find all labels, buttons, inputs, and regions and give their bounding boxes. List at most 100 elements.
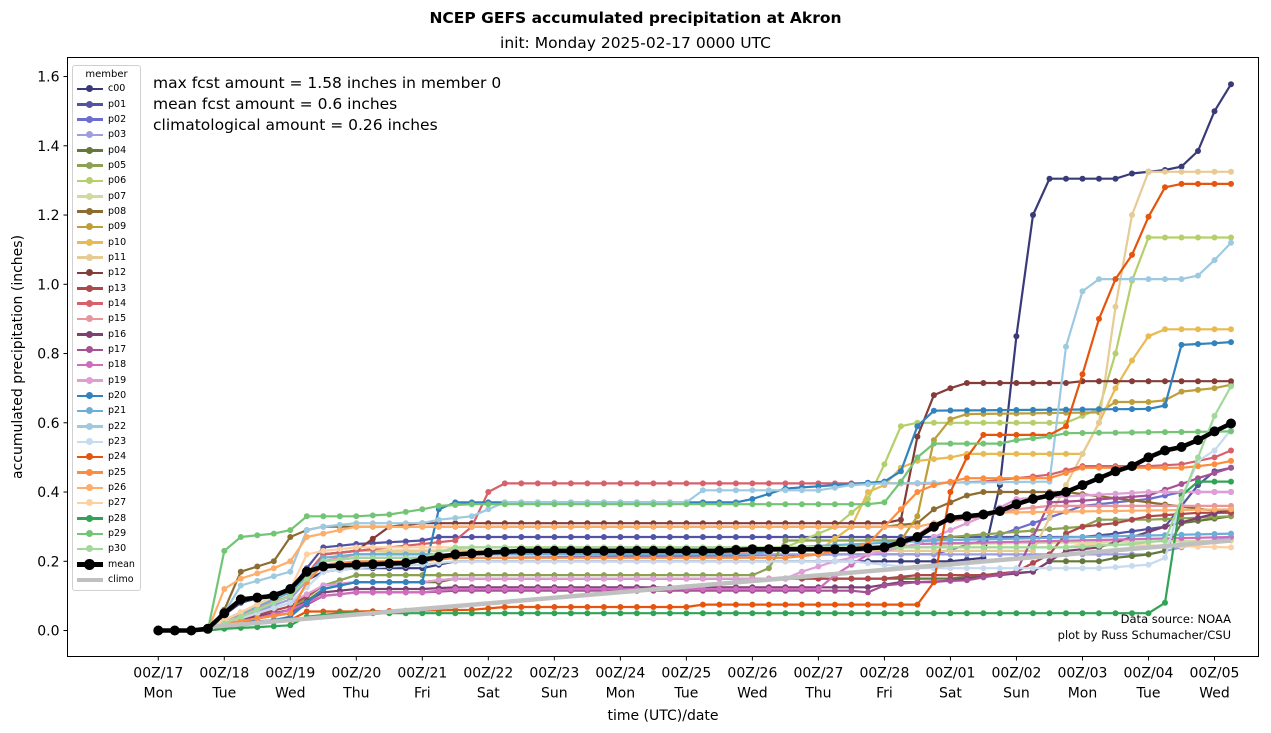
- data-point-p24: [1145, 213, 1152, 220]
- annotation-mean: mean fcst amount = 0.6 inches: [153, 95, 398, 113]
- data-point-p26: [1112, 508, 1119, 514]
- data-point-p20: [1013, 407, 1020, 413]
- data-point-p19: [567, 575, 574, 582]
- data-point-p26: [567, 523, 574, 530]
- legend-label: p03: [108, 129, 127, 141]
- data-point-p17: [996, 571, 1003, 578]
- data-point-p27: [402, 544, 409, 551]
- data-point-p25: [947, 478, 954, 485]
- data-point-mean: [1044, 490, 1055, 501]
- data-point-p01: [534, 534, 541, 540]
- data-point-mean: [1061, 487, 1071, 497]
- data-point-p30: [287, 592, 294, 599]
- data-point-p29: [551, 501, 558, 508]
- data-point-p28: [501, 610, 508, 617]
- data-point-p14: [567, 480, 574, 487]
- data-point-mean: [466, 548, 477, 559]
- data-point-p29: [1195, 428, 1201, 435]
- data-point-p13: [1112, 520, 1119, 527]
- data-point-p06: [1195, 234, 1201, 241]
- data-point-p17: [1096, 496, 1102, 503]
- data-point-p20: [1211, 340, 1218, 347]
- data-point-p11: [1079, 450, 1086, 457]
- data-point-p12: [930, 392, 937, 399]
- data-point-p17: [1046, 499, 1053, 506]
- x-tick-label-time: 00Z/20: [331, 666, 381, 682]
- data-point-p10: [1013, 450, 1020, 457]
- data-point-p29: [303, 513, 310, 520]
- data-point-p22: [1145, 276, 1152, 283]
- data-point-p26: [1063, 508, 1069, 515]
- data-point-p24: [567, 604, 574, 610]
- data-point-p19: [452, 575, 459, 582]
- data-point-p29: [518, 501, 525, 508]
- data-point-p11: [1211, 168, 1218, 175]
- x-tick-label-time: 00Z/27: [793, 666, 843, 682]
- legend-label: p05: [108, 159, 127, 171]
- data-point-p24: [765, 601, 772, 608]
- data-point-p20: [749, 496, 756, 502]
- data-point-p05: [980, 531, 987, 538]
- data-point-p29: [369, 512, 376, 519]
- x-tick-label-time: 00Z/19: [265, 666, 315, 682]
- data-point-p13: [1079, 523, 1086, 530]
- legend-entry-p20: p20: [73, 388, 140, 403]
- legend-label: p01: [108, 98, 127, 110]
- data-point-p10: [1145, 333, 1152, 340]
- data-point-p21: [1129, 532, 1135, 539]
- data-point-p24: [600, 604, 607, 610]
- data-point-p10: [1178, 326, 1185, 333]
- data-point-p19: [666, 575, 673, 582]
- legend-swatch-p20: [73, 390, 107, 402]
- data-point-p26: [633, 523, 640, 530]
- data-point-p01: [402, 538, 409, 545]
- data-point-p28: [1063, 610, 1069, 617]
- data-point-p20: [386, 579, 393, 586]
- data-point-p14: [584, 480, 591, 487]
- data-point-mean: [879, 542, 890, 553]
- data-point-p10: [980, 450, 987, 457]
- data-point-p16: [1178, 519, 1185, 526]
- legend-entry-p01: p01: [73, 96, 140, 111]
- data-point-p10: [1195, 326, 1201, 333]
- data-point-p13: [1162, 512, 1168, 519]
- data-point-p14: [666, 480, 673, 487]
- data-point-p21: [980, 536, 987, 543]
- legend-label: p09: [108, 221, 127, 233]
- data-point-p25: [683, 554, 690, 561]
- legend-label: p04: [108, 144, 127, 156]
- data-point-p25: [914, 489, 921, 495]
- data-point-p24: [485, 605, 492, 612]
- data-point-p29: [468, 501, 475, 508]
- data-point-p20: [1030, 406, 1036, 413]
- data-point-p22: [1195, 272, 1201, 279]
- data-point-p10: [947, 454, 954, 461]
- data-point-p10: [930, 456, 937, 463]
- data-point-p25: [1013, 475, 1020, 482]
- x-tick-label-day: Wed: [1199, 686, 1230, 702]
- data-point-p20: [1129, 406, 1135, 413]
- data-point-p26: [1046, 508, 1053, 515]
- data-point-p19: [1079, 492, 1086, 499]
- data-point-p21: [1211, 531, 1218, 537]
- data-point-p17: [914, 579, 921, 586]
- x-tick-label-time: 00Z/05: [1190, 666, 1240, 682]
- data-point-p29: [831, 501, 838, 508]
- data-point-p25: [254, 615, 261, 622]
- data-point-p18: [749, 586, 756, 592]
- data-point-p25: [1195, 463, 1201, 470]
- legend-label: p20: [108, 390, 127, 402]
- legend-label: p15: [108, 313, 127, 325]
- data-point-p24: [1129, 251, 1135, 258]
- data-point-p29: [881, 499, 888, 506]
- data-point-p12: [1030, 380, 1036, 386]
- data-point-p30: [1195, 454, 1201, 461]
- data-point-p30: [353, 554, 360, 561]
- data-point-mean: [763, 544, 774, 555]
- data-point-p28: [419, 610, 426, 617]
- data-point-p21: [1195, 531, 1201, 538]
- data-point-p29: [617, 501, 624, 508]
- data-point-p24: [1063, 423, 1069, 430]
- data-point-p21: [1013, 535, 1020, 542]
- data-point-p26: [452, 523, 459, 530]
